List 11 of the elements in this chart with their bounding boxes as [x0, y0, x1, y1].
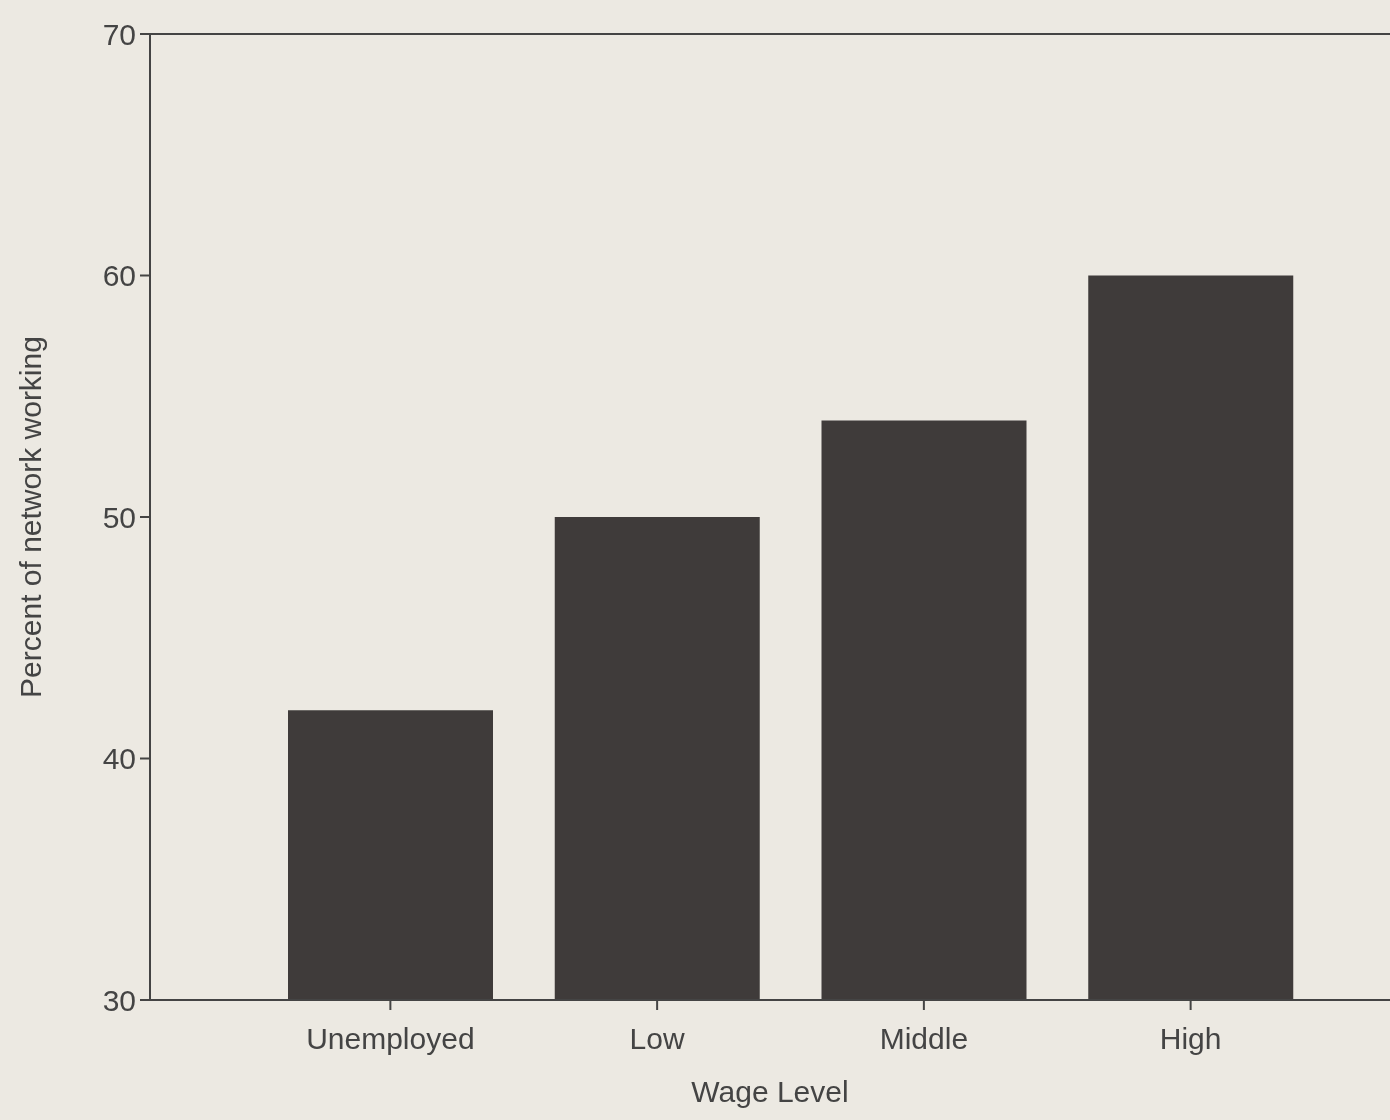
x-tick-label: Middle [879, 1022, 969, 1056]
x-tick-label: Low [629, 1022, 685, 1056]
y-tick-label: 60 [102, 259, 136, 293]
y-tick-label: 50 [102, 500, 136, 534]
x-tick-label: Unemployed [306, 1022, 475, 1056]
y-axis-title: Percent of network working [13, 336, 47, 698]
y-tick-label: 70 [102, 17, 136, 51]
x-axis-title: Wage Level [691, 1075, 849, 1108]
y-tick-label: 30 [102, 983, 136, 1017]
x-tick-label: High [1159, 1022, 1222, 1056]
y-tick-label: 40 [102, 742, 136, 776]
